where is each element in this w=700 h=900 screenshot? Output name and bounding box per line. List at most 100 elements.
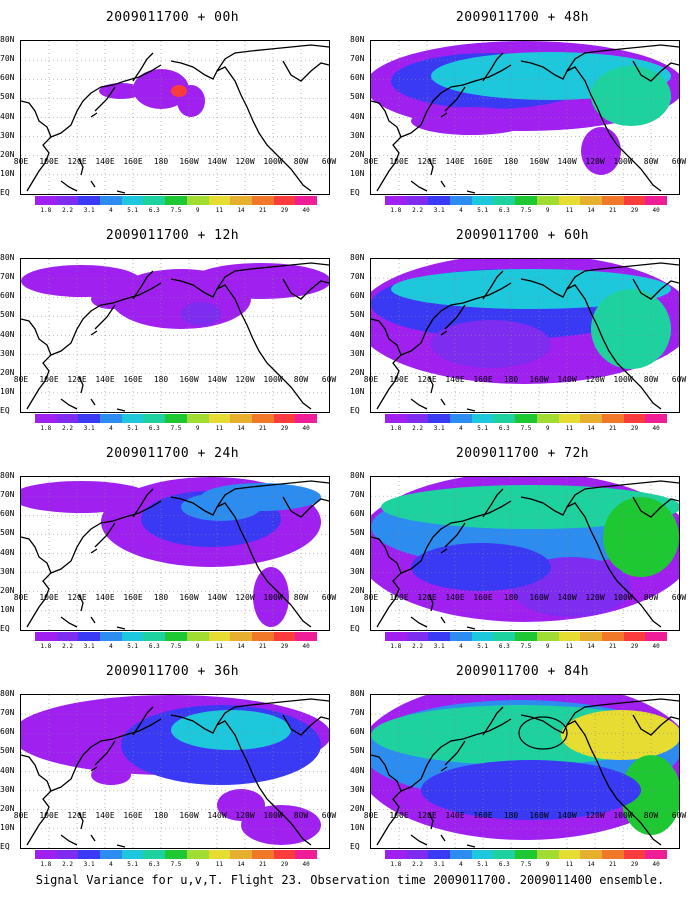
colorbar-label: 9 (195, 425, 200, 432)
colorbar-swatch (601, 414, 624, 423)
coastline (90, 616, 96, 624)
colorbar-label: 14 (587, 643, 595, 650)
lat-label: 70N (350, 708, 365, 718)
lon-label: 160W (529, 157, 549, 166)
lon-label: 100W (613, 811, 633, 820)
colorbar-label: 7.5 (170, 207, 182, 214)
lon-label: 140W (557, 375, 577, 384)
map-area (370, 40, 680, 195)
colorbar-label: 3.1 (83, 643, 95, 650)
lat-label: 20N (350, 367, 365, 377)
colorbar-label: 40 (652, 643, 660, 650)
coastline (50, 64, 162, 138)
coastline (21, 318, 52, 410)
colorbar-label: 11 (565, 425, 573, 432)
lat-label: 20N (350, 585, 365, 595)
variance-area (411, 107, 531, 135)
colorbar-label: 5.1 (127, 425, 139, 432)
colorbar-swatch (273, 632, 296, 641)
colorbar-swatch (100, 850, 122, 859)
lat-label: 50N (0, 92, 15, 102)
lon-label: 180 (503, 157, 519, 166)
colorbar-swatch (385, 196, 407, 205)
colorbar-label: 3.1 (83, 425, 95, 432)
lon-label: 80W (293, 157, 309, 166)
map-svg (371, 41, 679, 194)
coastline (444, 522, 466, 548)
colorbar-swatch (121, 850, 144, 859)
coastline (632, 278, 679, 300)
colorbar-label: 1.8 (40, 861, 52, 868)
lon-label: 120E (417, 593, 437, 602)
colorbar-swatch (428, 414, 451, 423)
colorbar-swatch (78, 414, 101, 423)
colorbar-label: 14 (587, 425, 595, 432)
coastline (632, 60, 679, 82)
lat-label: 60N (350, 727, 365, 737)
lon-label: 120W (235, 593, 255, 602)
coastline (410, 834, 428, 846)
colorbar-swatch (450, 414, 472, 423)
colorbar-swatch (580, 850, 602, 859)
map-panel: 2009011700 + 36h 80N 70N 60N 50N 40N 30N 20N 10N… (0, 654, 345, 869)
lat-label: 30N (0, 130, 15, 140)
colorbar-swatch (471, 414, 494, 423)
coastline (371, 318, 402, 410)
colorbar-label: 6.3 (148, 425, 160, 432)
colorbar-swatch (536, 850, 559, 859)
lat-label: 40N (0, 111, 15, 121)
coastline (60, 180, 78, 192)
lon-label: 80W (643, 157, 659, 166)
lat-label: 50N (0, 746, 15, 756)
colorbar-label: 40 (302, 207, 310, 214)
map-area (20, 476, 330, 631)
colorbar (35, 850, 317, 859)
coastline (444, 86, 466, 112)
lon-label: 140W (207, 157, 227, 166)
colorbar-swatch (165, 414, 187, 423)
colorbar-swatch (493, 196, 516, 205)
colorbar-label: 9 (545, 425, 550, 432)
lat-label: EQ (350, 188, 360, 197)
coastline (371, 754, 402, 846)
lon-label: 80W (293, 593, 309, 602)
map-area (20, 694, 330, 849)
coastline (216, 262, 329, 290)
lon-label: 120W (585, 157, 605, 166)
colorbar-swatch (208, 850, 231, 859)
coastline (132, 52, 154, 82)
colorbar-label: 3.1 (83, 207, 95, 214)
colorbar-label: 7.5 (520, 207, 532, 214)
colorbar-label: 2.2 (62, 207, 73, 214)
colorbar-swatch (78, 196, 101, 205)
lon-label: 80W (643, 811, 659, 820)
colorbar-label: 40 (652, 207, 660, 214)
colorbar-swatch (121, 414, 144, 423)
colorbar (385, 850, 667, 859)
lon-label: 140W (557, 157, 577, 166)
panel-title: 2009011700 + 48h (455, 10, 590, 25)
colorbar-swatch (230, 414, 252, 423)
panel-title: 2009011700 + 00h (105, 10, 240, 25)
lat-label: 40N (0, 547, 15, 557)
coastline (282, 60, 329, 82)
lon-label: 180 (153, 593, 169, 602)
coastline (410, 398, 428, 410)
colorbar-label: 2.2 (62, 861, 73, 868)
coastline (50, 500, 162, 574)
lat-label: EQ (0, 406, 10, 415)
coastline (400, 500, 512, 574)
coastline (90, 112, 98, 118)
colorbar-label: 1.8 (390, 425, 402, 432)
coastline (282, 496, 329, 518)
lon-label: 60W (321, 157, 337, 166)
colorbar-label: 7.5 (170, 425, 182, 432)
map-svg (21, 477, 329, 630)
variance-area (191, 263, 329, 299)
coastline (170, 278, 312, 410)
colorbar-swatch (645, 196, 667, 205)
coastline (632, 714, 679, 736)
map-area (20, 40, 330, 195)
colorbar-swatch (143, 414, 166, 423)
colorbar-swatch (208, 196, 231, 205)
